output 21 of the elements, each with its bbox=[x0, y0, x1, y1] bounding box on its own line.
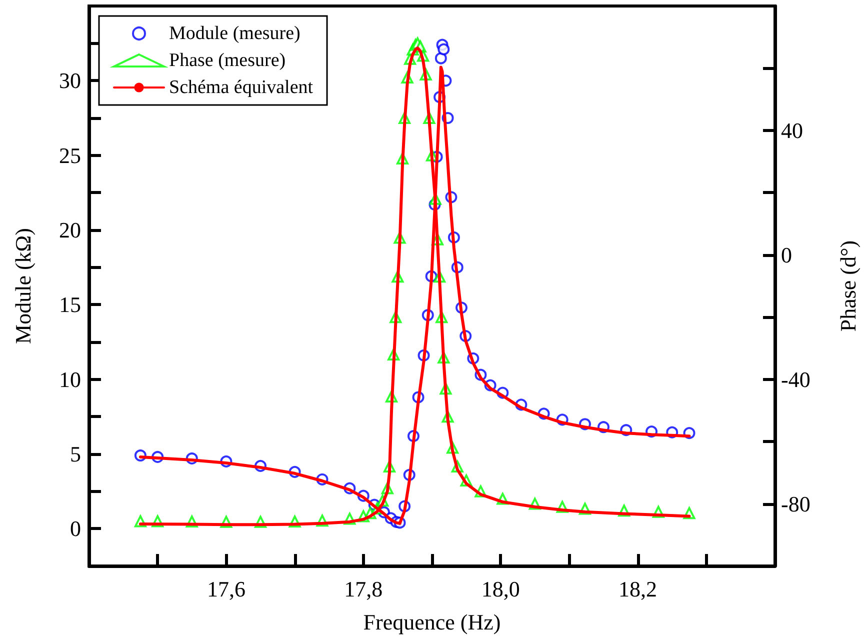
legend-label: Module (mesure) bbox=[169, 23, 300, 44]
y-tick-label: 15 bbox=[59, 292, 81, 318]
y2-tick-label: -40 bbox=[781, 366, 810, 392]
y-tick-label: 5 bbox=[70, 442, 81, 466]
y-tick-label: 0 bbox=[70, 516, 81, 542]
x-tick-label: 17,8 bbox=[344, 576, 383, 602]
legend-label: Schéma équivalent bbox=[169, 77, 314, 98]
x-tick-label: 18,2 bbox=[618, 576, 658, 602]
y2-tick-label: 0 bbox=[781, 242, 792, 268]
y-axis-title: Module (kΩ) bbox=[10, 228, 36, 344]
y2-tick-label: -80 bbox=[781, 491, 810, 516]
y2-axis-title: Phase (d°) bbox=[836, 240, 860, 332]
y-tick-label: 30 bbox=[59, 68, 81, 94]
x-axis-title: Frequence (Hz) bbox=[363, 610, 501, 634]
x-tick-label: 18,0 bbox=[481, 576, 520, 602]
y2-tick-label: 40 bbox=[781, 118, 803, 143]
y-tick-label: 20 bbox=[59, 218, 81, 242]
x-tick-label: 17,6 bbox=[206, 576, 246, 602]
legend-label: Phase (mesure) bbox=[169, 50, 286, 71]
y-tick-label: 25 bbox=[59, 142, 81, 168]
y-tick-label: 10 bbox=[59, 366, 81, 392]
